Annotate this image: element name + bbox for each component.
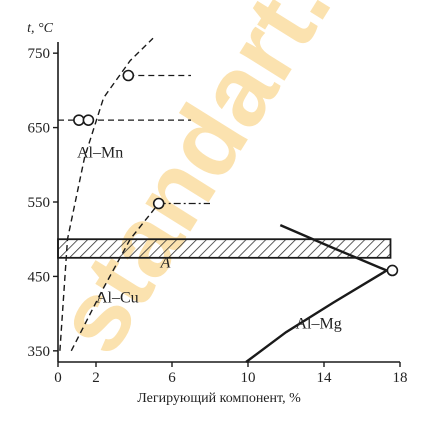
x-tick-label-2: 2 bbox=[92, 370, 100, 386]
marker-point-0 bbox=[122, 69, 135, 82]
curve-al-cu-1 bbox=[70, 203, 160, 352]
y-axis-title: t, °C bbox=[27, 21, 53, 36]
y-tick-label-550: 550 bbox=[28, 195, 51, 211]
region-label-0: Al–Mn bbox=[77, 144, 123, 161]
x-tick-label-14: 14 bbox=[317, 370, 333, 386]
region-label-3: A bbox=[160, 254, 171, 271]
y-tick-label-650: 650 bbox=[28, 121, 51, 137]
x-tick-label-6: 6 bbox=[168, 370, 176, 386]
marker-point-2 bbox=[82, 114, 95, 126]
x-tick-label-10: 10 bbox=[241, 370, 256, 386]
region-label-2: Al–Mg bbox=[296, 316, 342, 333]
x-tick-label-18: 18 bbox=[393, 370, 408, 386]
x-axis-title: Легирующий компонент, % bbox=[137, 391, 301, 406]
y-tick-label-350: 350 bbox=[28, 344, 51, 360]
marker-point-4 bbox=[386, 264, 399, 277]
curve-al-mn-0 bbox=[59, 37, 154, 351]
curve-al-mg-2 bbox=[245, 269, 388, 363]
y-tick-label-450: 450 bbox=[28, 269, 51, 285]
x-tick-label-0: 0 bbox=[54, 370, 62, 386]
region-label-1: Al–Cu bbox=[96, 289, 139, 306]
marker-point-1 bbox=[73, 114, 85, 126]
marker-point-3 bbox=[152, 197, 165, 210]
hatched-band bbox=[57, 238, 392, 259]
y-tick-label-750: 750 bbox=[28, 46, 51, 62]
curve-upper-3 bbox=[279, 223, 388, 272]
